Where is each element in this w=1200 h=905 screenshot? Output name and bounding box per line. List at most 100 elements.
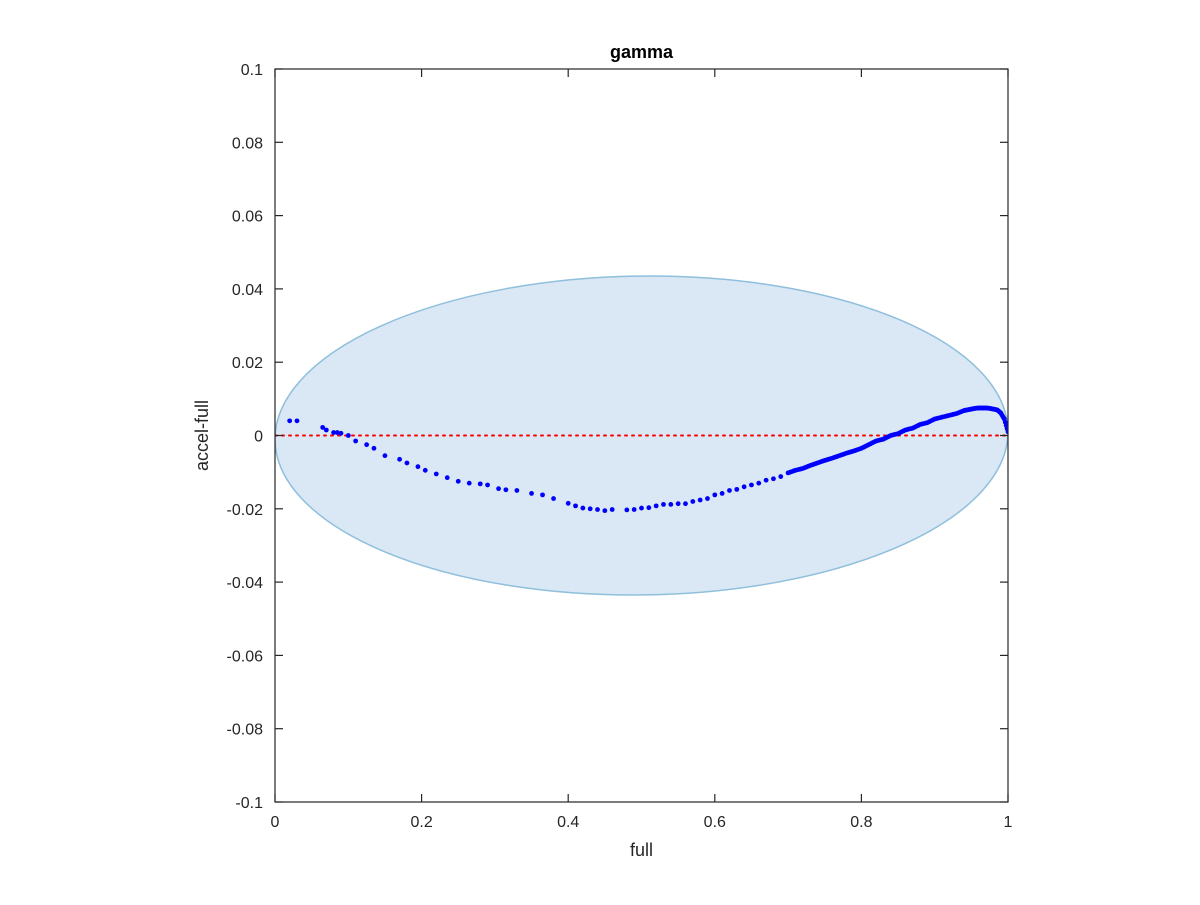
data-point [908,426,914,432]
data-point [791,468,796,474]
data-point [813,461,818,467]
data-point [952,411,958,417]
x-tick-label: 0.4 [557,814,579,831]
data-point [639,505,644,511]
x-tick-label: 0.2 [410,814,432,831]
data-point [756,480,762,486]
data-point [646,505,652,511]
data-point [827,456,833,462]
data-point [653,503,659,509]
data-point [771,476,776,482]
data-point [805,463,811,469]
data-point [741,484,747,490]
data-points [287,405,1008,514]
data-point [705,496,710,501]
data-point [849,449,855,454]
y-tick-label: -0.04 [227,575,264,592]
data-point [338,430,344,436]
data-point [727,488,732,493]
data-point [668,502,674,507]
data-point [930,417,936,423]
data-point [371,445,377,451]
data-point [879,437,884,443]
data-point [397,456,403,462]
data-point [842,451,848,457]
x-tick-label: 0.8 [850,814,872,831]
data-point [320,425,326,430]
data-point [749,482,754,488]
data-point [602,508,608,514]
data-point [719,491,725,496]
data-point [503,487,509,493]
x-tick-label: 1 [1004,814,1013,831]
chart-title: gamma [610,42,674,62]
data-point [364,442,370,448]
data-point [857,446,862,452]
data-point [624,507,630,513]
data-point [485,482,490,488]
x-tick-label: 0 [271,814,280,831]
data-point [477,481,483,487]
data-point [422,467,428,473]
data-point [778,474,784,479]
y-tick-label: 0.1 [241,62,263,79]
data-point [675,501,681,507]
data-point [404,460,410,466]
data-point [551,496,556,501]
y-tick-label: 0.08 [232,135,263,152]
data-point [734,486,740,492]
y-tick-label: -0.02 [227,502,264,519]
data-point [893,431,899,437]
data-point [444,475,450,481]
data-point [540,492,545,498]
data-point [683,501,688,507]
data-point [1001,415,1006,420]
data-point [334,430,340,435]
data-point [514,488,520,493]
data-point [294,418,300,424]
data-point [609,507,615,512]
y-tick-label: 0 [254,429,263,446]
data-point [915,423,921,428]
data-point [587,506,593,512]
data-point [353,438,359,444]
data-point [345,433,351,438]
data-point [466,480,472,486]
data-point [871,439,877,445]
data-point [901,428,906,434]
data-point [945,413,950,419]
data-point [415,464,421,470]
data-point [923,420,928,426]
data-point [763,477,769,483]
data-point [331,430,337,435]
data-point [323,427,329,433]
data-point [886,434,892,439]
data-point [496,486,501,492]
data-point [573,503,578,509]
data-point [433,471,439,477]
x-axis-label: full [630,840,653,860]
data-point [661,502,666,507]
data-point [529,491,534,496]
x-axis-ticks: 0 0.2 0.4 0.6 0.8 1 [271,69,1013,831]
data-point [864,443,870,448]
y-axis-label: accel-full [192,400,212,471]
data-point [382,453,388,459]
data-point [595,507,600,512]
y-tick-label: 0.06 [232,209,263,226]
y-tick-label: -0.1 [235,795,263,812]
data-point [1004,426,1008,432]
data-point [287,418,293,424]
y-tick-label: 0.04 [232,282,263,299]
x-tick-label: 0.6 [704,814,726,831]
data-point [631,507,637,512]
y-tick-label: -0.06 [227,648,264,665]
y-tick-label: 0.02 [232,355,263,372]
data-point [820,458,826,464]
data-point [565,500,571,506]
data-point [712,492,718,498]
data-point [798,466,804,472]
data-point [455,478,461,484]
